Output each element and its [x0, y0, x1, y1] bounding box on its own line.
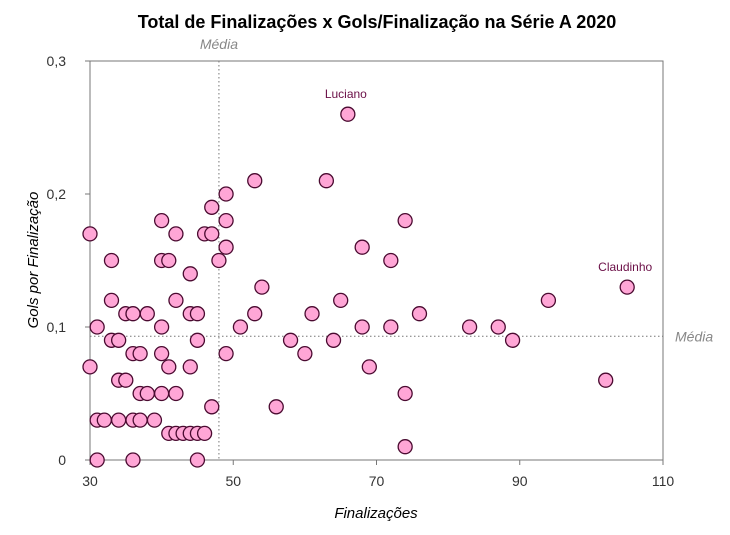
data-point	[619, 279, 635, 295]
data-point	[268, 399, 284, 415]
data-point	[361, 359, 377, 375]
y-tick-label: 0,1	[47, 319, 67, 335]
point-annotation-label: Luciano	[325, 87, 367, 101]
point-annotation-label: Claudinho	[598, 260, 652, 274]
data-point	[411, 306, 428, 322]
data-point	[139, 306, 155, 322]
data-point	[254, 279, 270, 295]
data-point	[247, 173, 263, 189]
data-point	[354, 239, 370, 255]
data-point	[282, 332, 299, 348]
data-point	[218, 239, 234, 255]
data-point	[125, 452, 141, 468]
data-point	[325, 332, 342, 348]
data-point	[397, 385, 413, 402]
y-tick-label: 0,2	[47, 186, 67, 202]
data-point	[189, 306, 206, 322]
data-point	[103, 292, 120, 309]
data-point	[168, 385, 184, 402]
data-point	[111, 412, 127, 428]
data-point	[218, 345, 234, 362]
y-axis-label: Gols por Finalização	[25, 192, 42, 329]
data-point	[204, 226, 220, 242]
data-point	[82, 226, 98, 242]
data-point	[153, 345, 170, 362]
data-point	[89, 452, 105, 468]
x-tick-label: 30	[82, 473, 98, 489]
data-point	[153, 385, 170, 402]
data-point	[111, 332, 127, 348]
data-point	[196, 425, 213, 442]
data-point	[218, 212, 234, 229]
mean-horizontal-label: Média	[675, 328, 713, 344]
data-point	[383, 252, 399, 269]
data-point	[333, 292, 349, 309]
data-point	[82, 359, 98, 375]
x-tick-label: 90	[512, 473, 528, 489]
data-point	[182, 266, 198, 282]
data-point	[598, 372, 614, 388]
y-axis-ticks: 0 0,1 0,2 0,3	[47, 53, 90, 468]
data-point	[218, 186, 234, 202]
data-point	[139, 385, 155, 402]
x-axis-ticks: 30 50 70 90 110	[82, 460, 674, 489]
data-point	[125, 306, 141, 322]
data-point	[211, 252, 227, 269]
data-point	[168, 292, 184, 309]
mean-vertical-label: Média	[200, 36, 238, 52]
data-point	[103, 252, 120, 269]
data-point	[161, 359, 177, 375]
x-tick-label: 70	[369, 473, 385, 489]
x-tick-label: 50	[225, 473, 241, 489]
data-point	[318, 173, 335, 189]
data-point	[153, 212, 170, 229]
data-point	[397, 439, 413, 455]
data-points	[82, 106, 635, 468]
reference-lines: Média Média	[90, 36, 713, 460]
chart-title: Total de Finalizações x Gols/Finalização…	[138, 12, 617, 32]
y-tick-label: 0	[58, 452, 66, 468]
data-point	[232, 319, 249, 335]
data-point	[96, 412, 112, 428]
data-point	[182, 359, 198, 375]
data-point	[247, 306, 263, 322]
data-point	[89, 319, 105, 335]
x-tick-label: 110	[652, 473, 675, 489]
data-point	[161, 252, 177, 269]
data-point	[340, 106, 356, 122]
data-point	[297, 345, 313, 362]
data-point	[132, 412, 148, 428]
data-point	[132, 345, 148, 362]
data-point	[540, 292, 557, 309]
data-point	[118, 372, 134, 388]
data-point	[204, 399, 220, 415]
data-point	[354, 319, 370, 335]
data-point	[189, 452, 206, 468]
data-point	[189, 332, 206, 348]
data-point	[504, 332, 521, 348]
data-point	[397, 212, 413, 229]
data-point	[153, 319, 170, 335]
data-point	[204, 199, 220, 215]
point-annotations: Luciano Claudinho	[325, 87, 653, 274]
data-point	[383, 319, 399, 335]
data-point	[461, 319, 478, 335]
y-tick-label: 0,3	[47, 53, 67, 69]
data-point	[304, 306, 320, 322]
data-point	[168, 226, 184, 242]
data-point	[146, 412, 163, 428]
x-axis-label: Finalizações	[334, 505, 418, 522]
data-point	[490, 319, 506, 335]
